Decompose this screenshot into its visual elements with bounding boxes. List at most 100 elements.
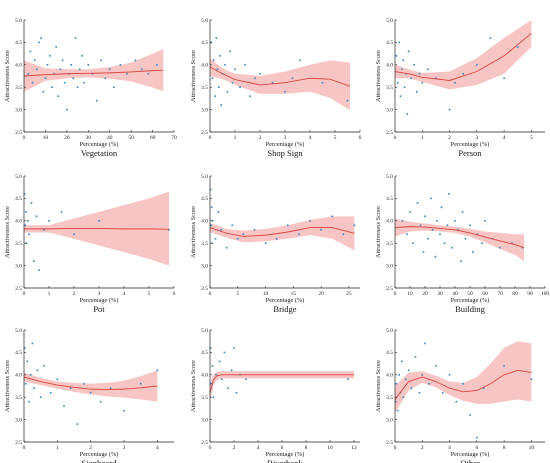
data-point <box>25 211 27 213</box>
y-tick-label: 2.5 <box>15 440 22 446</box>
data-point <box>212 59 215 62</box>
x-tick-label: 80 <box>512 291 518 297</box>
data-point <box>347 378 349 381</box>
data-point <box>210 206 213 209</box>
data-point <box>244 64 246 66</box>
x-tick-label: 8 <box>305 445 308 451</box>
confidence-band <box>395 20 532 90</box>
data-point <box>46 64 49 66</box>
data-point <box>264 242 267 244</box>
panel-building: 2.5 3.0 3.5 4.0 4.5 5.0 0 10 20 30 40 50 60 70 80 90 100… <box>375 174 549 314</box>
data-point <box>460 260 462 262</box>
x-tick-label: 25 <box>346 291 352 297</box>
fit-line <box>23 69 164 77</box>
data-point <box>24 382 27 385</box>
x-tick-label: 20 <box>318 291 324 297</box>
data-point <box>271 81 274 84</box>
y-tick-label: 3.0 <box>386 263 393 269</box>
y-tick-label: 3.5 <box>201 395 208 401</box>
data-point <box>426 68 429 71</box>
data-point <box>469 414 471 416</box>
data-point <box>48 55 51 57</box>
data-point <box>96 99 98 102</box>
data-point <box>448 108 451 111</box>
x-tick-label: 30 <box>86 135 92 141</box>
confidence-band <box>210 58 350 111</box>
data-point <box>416 202 419 204</box>
y-tick-label: 4.5 <box>201 40 208 46</box>
x-tick-label: 3 <box>284 135 287 141</box>
y-tick-label: 4.5 <box>386 40 393 46</box>
x-tick-label: 10 <box>529 445 535 451</box>
data-point <box>286 224 289 227</box>
data-point <box>217 86 220 88</box>
data-point <box>484 220 486 222</box>
data-point <box>211 220 214 222</box>
x-axis-label: Percentage (%) <box>80 141 119 148</box>
data-point <box>209 188 212 191</box>
data-point <box>223 351 226 354</box>
data-point <box>70 64 72 66</box>
data-point <box>23 347 26 349</box>
fit-line <box>209 374 354 393</box>
x-tick-label: 6 <box>173 291 176 297</box>
x-tick-label: 2 <box>448 135 451 141</box>
panel-title: Person <box>458 148 482 158</box>
panel-other: 2.5 3.0 3.5 4.0 4.5 5.0 0 2 4 6 8 10 Percentage (%) A… <box>375 328 545 463</box>
x-tick-label: 8 <box>503 445 506 451</box>
x-tick-label: 0 <box>394 445 397 451</box>
data-point <box>235 391 238 394</box>
y-tick-label: 4.5 <box>15 196 22 202</box>
data-point <box>230 369 233 372</box>
data-point <box>44 77 47 80</box>
data-point <box>424 342 426 345</box>
y-tick-label: 2.5 <box>386 130 393 136</box>
panel-title: Riverbank <box>267 458 303 463</box>
data-point <box>168 228 170 231</box>
data-point <box>69 387 72 390</box>
fit-line <box>209 66 351 87</box>
y-tick-label: 2.5 <box>201 286 208 292</box>
data-point <box>448 374 451 376</box>
y-tick-label: 3.5 <box>386 395 393 401</box>
data-point <box>234 68 236 71</box>
panel-title: Pot <box>93 304 105 314</box>
data-point <box>210 382 212 385</box>
panel-riverbank: 2.5 3.0 3.5 4.0 4.5 5.0 0 2 4 6 8 10 12 Percentage (%… <box>190 328 360 463</box>
y-tick-label: 2.5 <box>201 130 208 136</box>
data-point <box>239 86 241 88</box>
x-tick-label: 4 <box>257 445 260 451</box>
x-tick-label: 60 <box>150 135 156 141</box>
x-tick-label: 90 <box>527 291 533 297</box>
data-point <box>61 59 64 62</box>
data-point <box>87 64 90 66</box>
data-point <box>407 50 410 53</box>
x-tick-label: 1 <box>48 291 51 297</box>
data-point <box>25 242 28 244</box>
data-point <box>38 41 40 44</box>
data-point <box>406 233 408 236</box>
data-point <box>401 68 403 71</box>
data-point <box>405 378 407 381</box>
data-point <box>89 391 92 394</box>
data-point <box>407 369 410 372</box>
data-point <box>56 378 59 381</box>
data-point <box>72 77 75 80</box>
y-tick-label: 5.0 <box>201 328 208 334</box>
data-point <box>402 59 404 62</box>
data-point <box>60 211 63 213</box>
data-point <box>76 86 79 88</box>
fit-line <box>394 226 525 249</box>
data-point <box>245 378 247 381</box>
y-axis-label: Attractiveness Score <box>190 206 197 258</box>
data-point <box>321 81 324 84</box>
x-tick-label: 70 <box>497 291 503 297</box>
data-point <box>83 81 85 84</box>
y-tick-label: 3.0 <box>201 263 208 269</box>
data-point <box>225 246 228 249</box>
x-tick-label: 3 <box>475 135 478 141</box>
y-tick-label: 3.5 <box>15 241 22 247</box>
data-point <box>59 68 62 71</box>
y-tick-label: 5.0 <box>386 328 393 334</box>
y-tick-label: 4.0 <box>201 63 208 69</box>
